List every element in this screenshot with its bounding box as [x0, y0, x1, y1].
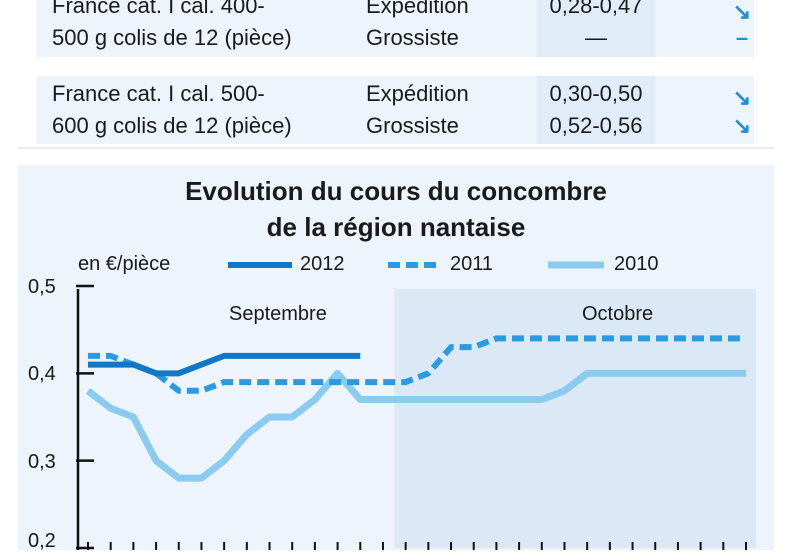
october-band [394, 289, 756, 548]
month-label-september: Septembre [229, 303, 327, 326]
y-tick-label: 0,3 [28, 451, 56, 474]
legend-label-2012: 2012 [300, 253, 345, 276]
unit-label: en €/pièce [78, 253, 170, 276]
y-tick-label: 0,5 [28, 276, 56, 299]
legend-label-2011: 2011 [450, 253, 493, 276]
y-tick-label: 0,4 [28, 363, 56, 386]
month-label-october: Octobre [582, 303, 653, 326]
legend-label-2010: 2010 [614, 253, 659, 276]
